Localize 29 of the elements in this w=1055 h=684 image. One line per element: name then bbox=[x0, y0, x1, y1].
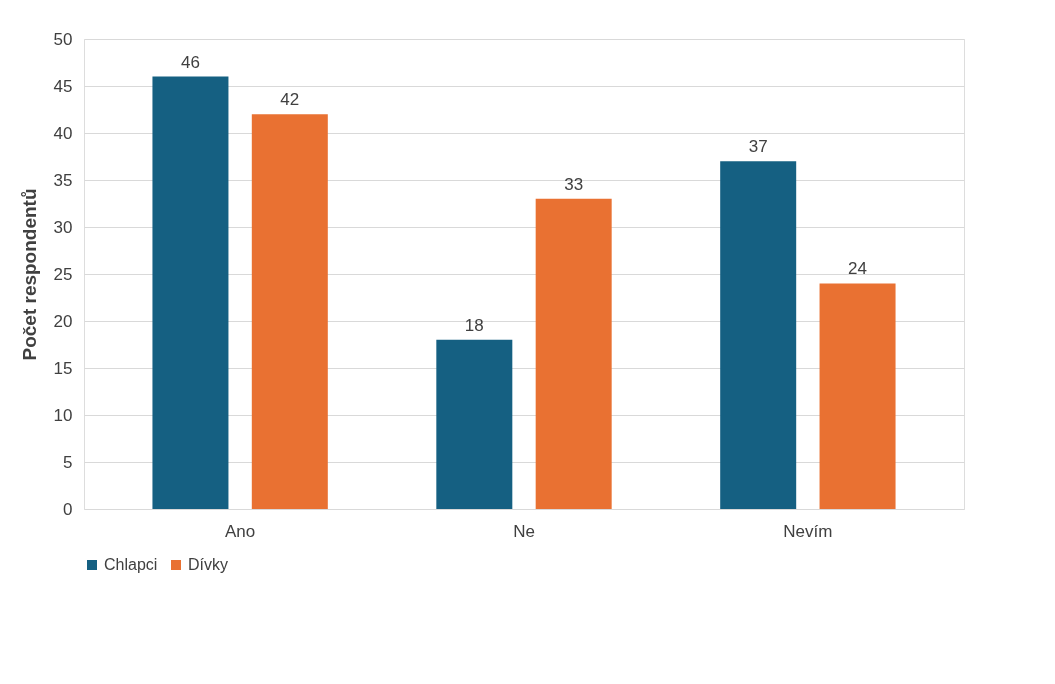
data-label: 18 bbox=[464, 315, 484, 335]
legend-label: Dívky bbox=[188, 556, 228, 573]
bar bbox=[152, 76, 229, 509]
x-tick-label: Ne bbox=[513, 521, 535, 541]
y-tick-label: 30 bbox=[53, 217, 73, 237]
data-label: 42 bbox=[280, 90, 300, 110]
y-tick-label: 15 bbox=[53, 358, 73, 378]
y-tick-label: 5 bbox=[63, 452, 73, 472]
data-label: 46 bbox=[180, 52, 200, 72]
bar bbox=[251, 114, 328, 509]
data-label: 24 bbox=[848, 259, 868, 279]
bar bbox=[819, 283, 896, 509]
legend-label: Chlapci bbox=[104, 556, 158, 573]
y-tick-label: 40 bbox=[53, 123, 73, 143]
y-axis-title: Počet respondentů bbox=[18, 188, 40, 361]
x-tick-label: Ano bbox=[225, 521, 256, 541]
x-tick-label: Nevím bbox=[783, 521, 833, 541]
data-label: 33 bbox=[564, 174, 584, 194]
y-tick-label: 20 bbox=[53, 311, 73, 331]
data-label: 37 bbox=[748, 137, 768, 157]
bar bbox=[535, 198, 612, 509]
bar bbox=[720, 161, 797, 509]
y-tick-label: 10 bbox=[53, 405, 73, 425]
y-tick-label: 50 bbox=[53, 29, 73, 49]
y-tick-label: 25 bbox=[53, 264, 73, 284]
y-tick-label: 35 bbox=[53, 170, 73, 190]
bar bbox=[436, 339, 513, 509]
y-tick-label: 45 bbox=[53, 76, 73, 96]
y-tick-label: 0 bbox=[63, 499, 73, 519]
